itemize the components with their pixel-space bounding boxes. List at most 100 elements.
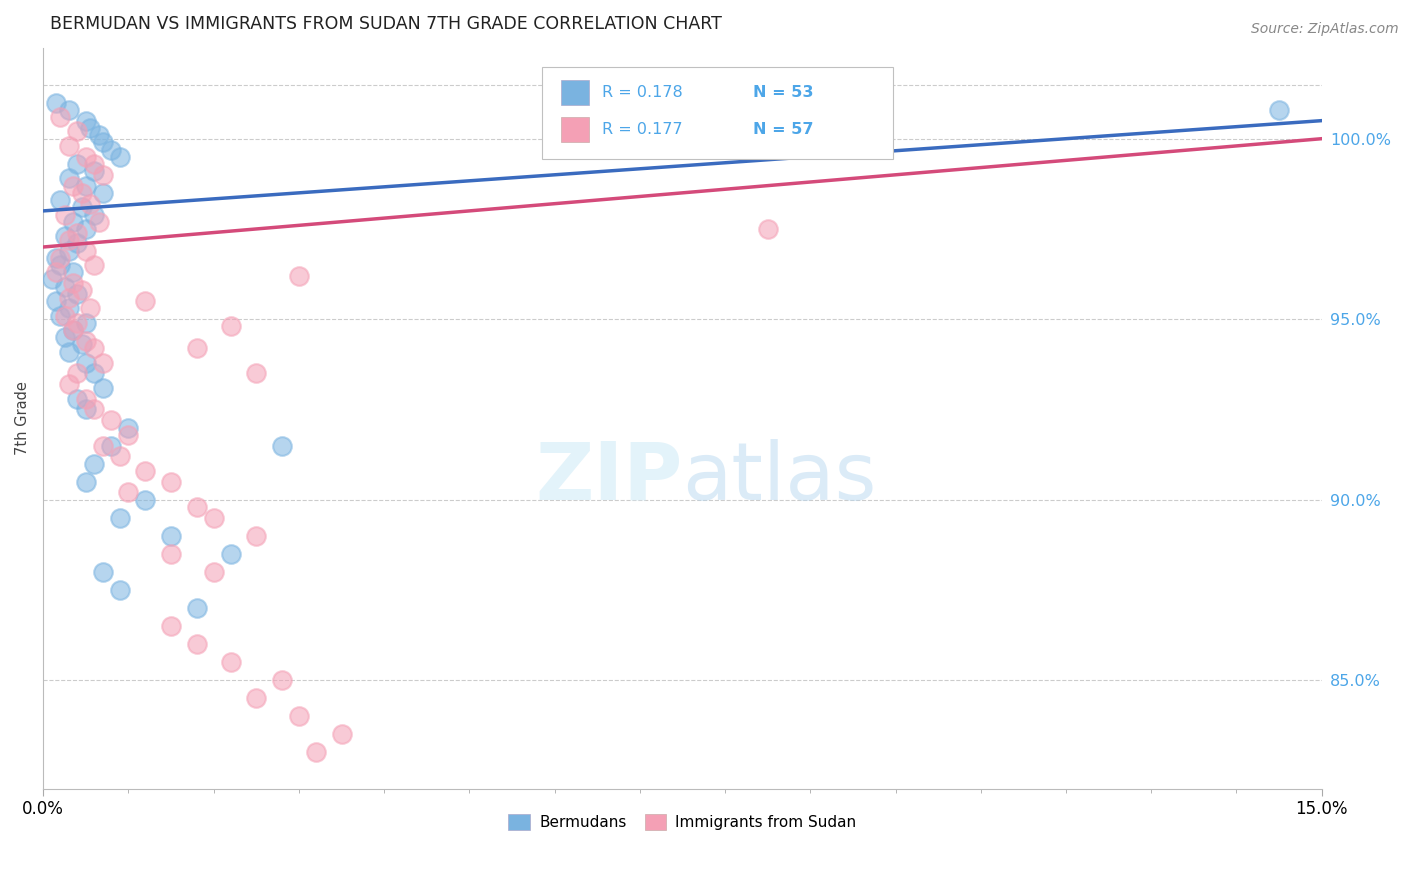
Point xyxy=(91,565,114,579)
Point xyxy=(219,655,242,669)
Point xyxy=(83,164,105,178)
Point xyxy=(62,265,84,279)
Point xyxy=(58,301,80,316)
Point xyxy=(53,330,76,344)
Point xyxy=(58,377,80,392)
Point xyxy=(75,113,97,128)
Point xyxy=(134,464,156,478)
Point xyxy=(134,492,156,507)
Point xyxy=(83,157,105,171)
Point xyxy=(79,120,101,135)
Point xyxy=(49,309,72,323)
Point xyxy=(75,244,97,258)
Point xyxy=(66,124,89,138)
Point xyxy=(270,673,292,688)
Point xyxy=(160,529,183,543)
Point xyxy=(288,709,311,723)
Point xyxy=(186,500,208,514)
Point xyxy=(108,150,131,164)
Point xyxy=(75,402,97,417)
Point xyxy=(91,381,114,395)
Point xyxy=(117,427,139,442)
Point xyxy=(108,582,131,597)
Point xyxy=(202,565,225,579)
Text: Source: ZipAtlas.com: Source: ZipAtlas.com xyxy=(1251,22,1399,37)
Point xyxy=(79,301,101,316)
Point xyxy=(83,367,105,381)
Point xyxy=(186,341,208,355)
Point xyxy=(66,392,89,406)
Point xyxy=(58,291,80,305)
Point xyxy=(108,510,131,524)
Text: R = 0.177: R = 0.177 xyxy=(602,122,682,137)
Point xyxy=(117,485,139,500)
Point xyxy=(219,319,242,334)
Text: ZIP: ZIP xyxy=(536,439,682,516)
Point xyxy=(49,193,72,207)
FancyBboxPatch shape xyxy=(561,117,589,143)
Point xyxy=(83,457,105,471)
Point xyxy=(49,110,72,124)
Text: atlas: atlas xyxy=(682,439,877,516)
Point xyxy=(53,279,76,293)
Point xyxy=(91,186,114,200)
Point xyxy=(62,215,84,229)
Point xyxy=(70,186,93,200)
Point xyxy=(53,229,76,244)
Point xyxy=(45,251,67,265)
Point xyxy=(66,287,89,301)
Point xyxy=(91,355,114,369)
Text: BERMUDAN VS IMMIGRANTS FROM SUDAN 7TH GRADE CORRELATION CHART: BERMUDAN VS IMMIGRANTS FROM SUDAN 7TH GR… xyxy=(49,15,721,33)
Point xyxy=(245,691,267,706)
Text: N = 53: N = 53 xyxy=(752,86,813,100)
Point xyxy=(160,619,183,633)
Point xyxy=(45,95,67,110)
FancyBboxPatch shape xyxy=(541,67,893,160)
Point xyxy=(62,178,84,193)
Point xyxy=(58,103,80,117)
Point xyxy=(49,258,72,272)
Point xyxy=(100,413,122,427)
Point xyxy=(245,529,267,543)
Point xyxy=(62,276,84,290)
Point xyxy=(75,475,97,489)
Point xyxy=(83,258,105,272)
Point xyxy=(305,746,328,760)
Point xyxy=(75,150,97,164)
FancyBboxPatch shape xyxy=(561,80,589,105)
Point xyxy=(62,323,84,337)
Point xyxy=(83,402,105,417)
Point xyxy=(75,222,97,236)
Point xyxy=(62,323,84,337)
Point xyxy=(79,196,101,211)
Point xyxy=(83,341,105,355)
Point xyxy=(58,171,80,186)
Point xyxy=(66,316,89,330)
Point xyxy=(100,439,122,453)
Point xyxy=(91,136,114,150)
Point xyxy=(45,294,67,309)
Point xyxy=(75,178,97,193)
Point xyxy=(288,268,311,283)
Point xyxy=(245,367,267,381)
Text: N = 57: N = 57 xyxy=(752,122,813,137)
Point xyxy=(91,168,114,182)
Point xyxy=(70,283,93,297)
Point xyxy=(53,309,76,323)
Point xyxy=(1268,103,1291,117)
Point xyxy=(70,337,93,351)
Point xyxy=(45,265,67,279)
Point xyxy=(58,344,80,359)
Point xyxy=(58,244,80,258)
Point xyxy=(75,334,97,348)
Point xyxy=(756,222,779,236)
Point xyxy=(58,139,80,153)
Point xyxy=(186,601,208,615)
Point xyxy=(66,367,89,381)
Point xyxy=(70,200,93,214)
Point xyxy=(202,510,225,524)
Point xyxy=(91,439,114,453)
Text: R = 0.178: R = 0.178 xyxy=(602,86,683,100)
Point xyxy=(134,294,156,309)
Point xyxy=(87,215,110,229)
